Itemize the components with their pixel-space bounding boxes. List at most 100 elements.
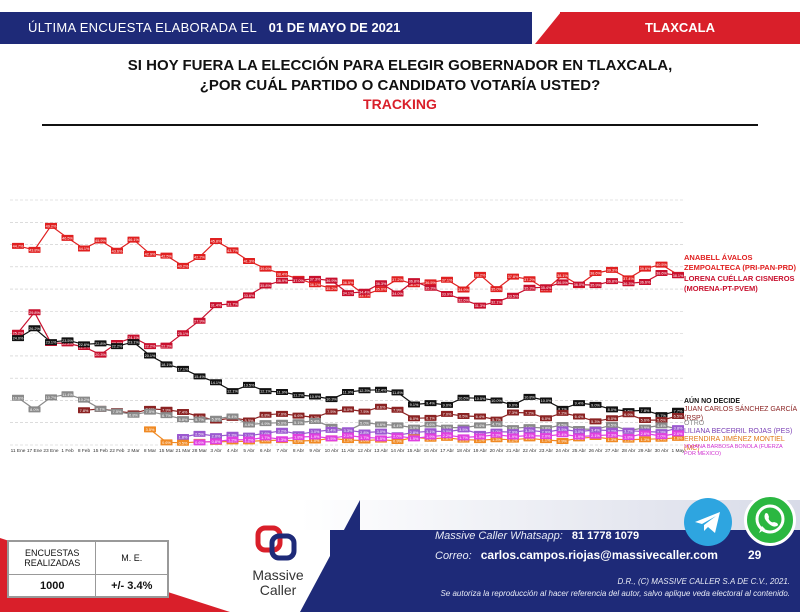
x-tick-label: 25 Abr: [572, 448, 586, 454]
data-point: [639, 436, 651, 443]
data-point: [655, 422, 668, 429]
data-point: [556, 409, 569, 416]
email-link[interactable]: carlos.campos.riojas@massivecaller.com: [480, 548, 718, 562]
data-label: 3.8%: [542, 427, 551, 431]
data-label: 10.7%: [46, 396, 57, 400]
data-label: 7.8%: [80, 409, 89, 413]
x-tick-label: 30 Abr: [655, 448, 669, 454]
data-point: [507, 292, 519, 299]
data-point: [573, 400, 585, 407]
data-label: 2.3%: [492, 433, 501, 437]
data-label: 0.6%: [195, 441, 204, 445]
data-label: 7.8%: [641, 409, 650, 413]
data-label: 8.0%: [344, 408, 353, 412]
data-point: [622, 433, 635, 440]
data-point: [127, 339, 140, 346]
data-point: [144, 352, 156, 359]
whatsapp-label: Massive Caller Whatsapp:: [435, 530, 563, 542]
data-point: [61, 234, 74, 241]
data-point: [573, 428, 585, 435]
data-label: 5.6%: [657, 419, 666, 423]
data-label: 1.9%: [575, 435, 584, 439]
data-label: 1.1%: [344, 439, 353, 443]
data-point: [457, 413, 470, 420]
x-tick-label: 14 Abr: [391, 448, 405, 454]
footer-copyright: D.R., (C) MASSIVE CALLER S.A DE C.V., 20…: [617, 577, 791, 586]
footer-note: D.R., (C) MASSIVE CALLER S.A DE C.V., 20…: [386, 576, 790, 600]
data-label: 12.4%: [376, 388, 387, 392]
data-point: [672, 413, 684, 420]
data-point: [28, 309, 41, 316]
data-point: [12, 329, 24, 336]
data-point: [606, 278, 618, 285]
data-point: [160, 406, 173, 413]
data-point: [408, 415, 420, 422]
data-label: 1.7%: [360, 436, 369, 440]
data-label: 7.5%: [360, 410, 369, 414]
data-label: 7.3%: [509, 411, 518, 415]
data-label: 1.7%: [261, 436, 270, 440]
data-point: [441, 276, 453, 283]
data-point: [408, 435, 420, 442]
data-point: [375, 403, 387, 410]
data-point: [655, 261, 668, 268]
data-label: 2.9%: [542, 431, 551, 435]
data-label: 1.6%: [674, 436, 683, 440]
data-label: 1.5%: [327, 437, 336, 441]
data-point: [309, 393, 321, 400]
data-label: 20.1%: [145, 354, 156, 358]
data-label: 0.9%: [393, 440, 402, 444]
whatsapp-icon[interactable]: [744, 494, 796, 546]
data-point: [622, 275, 635, 282]
telegram-icon[interactable]: [684, 498, 732, 546]
data-label: 2.0%: [542, 435, 551, 439]
data-label: 6.8%: [129, 413, 138, 417]
data-label: 3.5%: [459, 428, 468, 432]
data-label: 13.5%: [244, 383, 255, 387]
data-label: 1.8%: [624, 436, 633, 440]
data-label: 34.4%: [359, 290, 370, 294]
data-point: [391, 422, 404, 429]
data-label: 6.1%: [426, 416, 435, 420]
data-point: [144, 426, 156, 433]
header-slant: [535, 12, 561, 44]
x-tick-label: 19 Abr: [473, 448, 487, 454]
data-label: 41.3%: [244, 260, 255, 264]
data-point: [391, 276, 404, 283]
data-point: [358, 429, 371, 436]
data-point: [507, 401, 519, 408]
data-label: 9.1%: [410, 403, 419, 407]
data-label: 4.7%: [492, 423, 501, 427]
data-label: 6.0%: [410, 417, 419, 421]
data-label: 18.1%: [161, 363, 172, 367]
data-point: [292, 419, 305, 426]
data-point: [655, 270, 668, 277]
data-label: 8.1%: [96, 408, 105, 412]
data-point: [358, 434, 371, 441]
data-point: [457, 434, 470, 441]
data-point: [342, 388, 354, 395]
data-point: [309, 433, 321, 440]
data-point: [226, 300, 239, 307]
data-point: [292, 433, 305, 440]
data-label: 6.7%: [162, 414, 171, 418]
data-point: [243, 258, 255, 265]
data-point: [457, 394, 470, 401]
data-label: 22.8%: [95, 342, 106, 346]
data-point: [292, 392, 305, 399]
data-point: [193, 373, 206, 380]
x-tick-label: 9 Abr: [309, 448, 321, 454]
data-label: 14.1%: [211, 381, 222, 385]
data-point: [490, 299, 503, 306]
data-label: 38.2%: [475, 273, 486, 277]
title-divider: [42, 124, 758, 126]
data-label: 7.7%: [674, 409, 683, 413]
data-label: 6.4%: [476, 415, 485, 419]
data-label: 3.1%: [426, 430, 435, 434]
data-label: 22.0%: [79, 346, 90, 350]
data-point: [424, 428, 437, 435]
data-label: 36.9%: [277, 279, 288, 283]
data-label: 43.6%: [112, 249, 123, 253]
data-point: [490, 431, 503, 438]
data-point: [358, 288, 371, 295]
